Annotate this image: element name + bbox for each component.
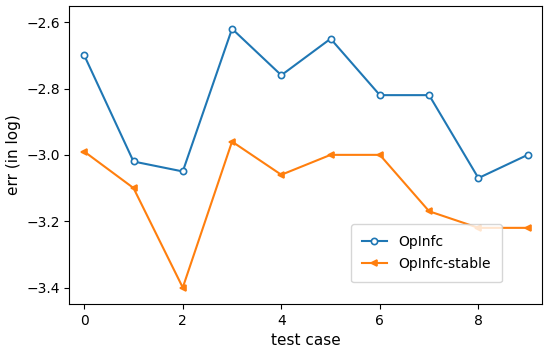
OpInfc-stable (475, 226, 482, 230)
OpInfc (180, 169, 186, 173)
OpInfc-stable (130, 186, 137, 190)
OpInfc-stable (376, 153, 383, 157)
OpInfc (81, 53, 88, 57)
OpInfc (524, 153, 531, 157)
X-axis label: test case: test case (271, 333, 341, 348)
OpInfc-stable (180, 285, 186, 290)
OpInfc (130, 159, 137, 164)
OpInfc (426, 93, 432, 97)
OpInfc-stable (327, 153, 334, 157)
Legend: OpInfc, OpInfc-stable: OpInfc, OpInfc-stable (351, 224, 501, 282)
OpInfc (376, 93, 383, 97)
Line: OpInfc-stable: OpInfc-stable (81, 138, 531, 291)
Line: OpInfc: OpInfc (81, 25, 531, 181)
OpInfc (229, 27, 235, 31)
OpInfc-stable (81, 149, 88, 154)
Y-axis label: err (in log): err (in log) (5, 114, 21, 195)
OpInfc (278, 73, 284, 78)
OpInfc (327, 36, 334, 41)
OpInfc-stable (229, 139, 235, 144)
OpInfc-stable (426, 209, 432, 213)
OpInfc (475, 176, 482, 180)
OpInfc-stable (524, 226, 531, 230)
OpInfc-stable (278, 173, 284, 177)
